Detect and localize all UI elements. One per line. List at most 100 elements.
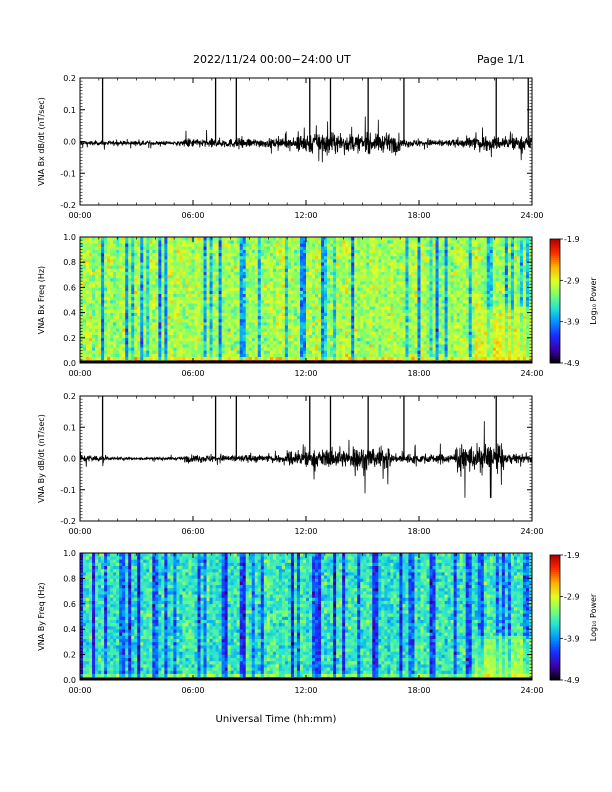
heat-cell — [309, 268, 313, 272]
heat-cell — [299, 287, 304, 291]
heat-cell — [188, 328, 192, 332]
heat-cell — [128, 268, 132, 272]
heat-cell — [263, 322, 268, 326]
heat-cell — [390, 296, 394, 301]
heat-cell — [402, 337, 406, 342]
heat-cell — [176, 331, 180, 335]
heat-cell — [348, 249, 352, 254]
heat-cell — [360, 290, 364, 294]
heat-cell — [170, 243, 174, 247]
line-panel-0 — [79, 77, 533, 206]
heat-cell — [191, 331, 195, 335]
heat-cell — [170, 246, 174, 250]
heat-cell — [140, 287, 144, 291]
heat-cell — [239, 356, 244, 361]
heat-cell — [402, 271, 406, 276]
heat-cell — [381, 315, 385, 320]
heat-cell — [131, 331, 135, 335]
heat-cell — [441, 303, 445, 307]
heat-cell — [345, 284, 349, 288]
heat-cell — [242, 303, 247, 307]
heat-cell — [293, 344, 298, 348]
heat-cell — [266, 350, 271, 354]
heat-cell — [113, 284, 117, 288]
heat-cell — [284, 246, 289, 250]
heat-cell — [179, 287, 183, 291]
heat-cell — [369, 337, 373, 342]
heat-cell — [348, 237, 352, 241]
heat-cell — [360, 255, 364, 260]
heat-cell — [251, 325, 256, 329]
heat-cell — [233, 268, 237, 272]
heat-cell — [227, 293, 231, 298]
heat-cell — [375, 334, 379, 339]
heat-cell — [260, 331, 265, 335]
heat-cell — [296, 340, 301, 345]
heat-cell — [146, 347, 150, 351]
heat-cell — [330, 296, 334, 301]
heat-cell — [248, 340, 253, 345]
heat-cell — [167, 277, 171, 282]
heat-cell — [351, 287, 355, 291]
heat-cell — [429, 281, 433, 285]
heat-cell — [432, 312, 436, 317]
heat-cell — [203, 243, 207, 247]
heat-cell — [348, 328, 352, 332]
heat-cell — [152, 300, 156, 304]
heat-cell — [345, 303, 349, 307]
heat-cell — [302, 252, 307, 257]
heat-cell — [263, 281, 268, 285]
heat-cell — [405, 296, 409, 301]
heat-cell — [336, 337, 340, 342]
heat-cell — [275, 240, 280, 244]
heat-cell — [203, 262, 207, 266]
heat-cell — [83, 243, 87, 247]
heat-cell — [275, 246, 280, 250]
heat-cell — [185, 277, 189, 282]
heat-cell — [80, 246, 84, 250]
heat-cell — [158, 252, 162, 257]
heat-cell — [164, 303, 168, 307]
heat-cell — [366, 240, 370, 244]
heat-cell — [333, 249, 337, 254]
heat-cell — [351, 274, 355, 279]
heat-cell — [438, 318, 442, 323]
heat-cell — [230, 303, 234, 307]
heat-cell — [164, 274, 168, 279]
heat-cell — [215, 337, 219, 342]
heat-cell — [182, 328, 186, 332]
heat-cell — [405, 281, 409, 285]
heat-cell — [408, 246, 412, 250]
heat-cell — [330, 340, 334, 345]
heat-cell — [296, 240, 301, 244]
heat-cell — [152, 252, 156, 257]
heat-cell — [357, 281, 361, 285]
heat-cell — [227, 334, 231, 339]
heat-cell — [209, 347, 213, 351]
heat-cell — [179, 353, 183, 357]
heat-cell — [426, 268, 430, 272]
heat-cell — [200, 340, 204, 345]
heat-cell — [248, 322, 253, 326]
heat-cell — [107, 340, 111, 345]
heat-cell — [119, 290, 123, 294]
heat-cell — [110, 347, 114, 351]
heat-cell — [158, 309, 162, 313]
heat-cell — [399, 350, 403, 354]
heat-cell — [348, 252, 352, 257]
heat-cell — [426, 340, 430, 345]
heat-cell — [197, 255, 201, 260]
heat-cell — [296, 331, 301, 335]
heat-cell — [417, 337, 421, 342]
heat-cell — [152, 344, 156, 348]
heat-cell — [293, 284, 298, 288]
heat-cell — [212, 353, 216, 357]
heat-cell — [275, 322, 280, 326]
heat-cell — [354, 296, 358, 301]
heat-cell — [260, 325, 265, 329]
heat-cell — [128, 243, 132, 247]
heat-cell — [405, 240, 409, 244]
heat-cell — [342, 356, 346, 361]
heat-cell — [215, 287, 219, 291]
heat-cell — [122, 287, 126, 291]
